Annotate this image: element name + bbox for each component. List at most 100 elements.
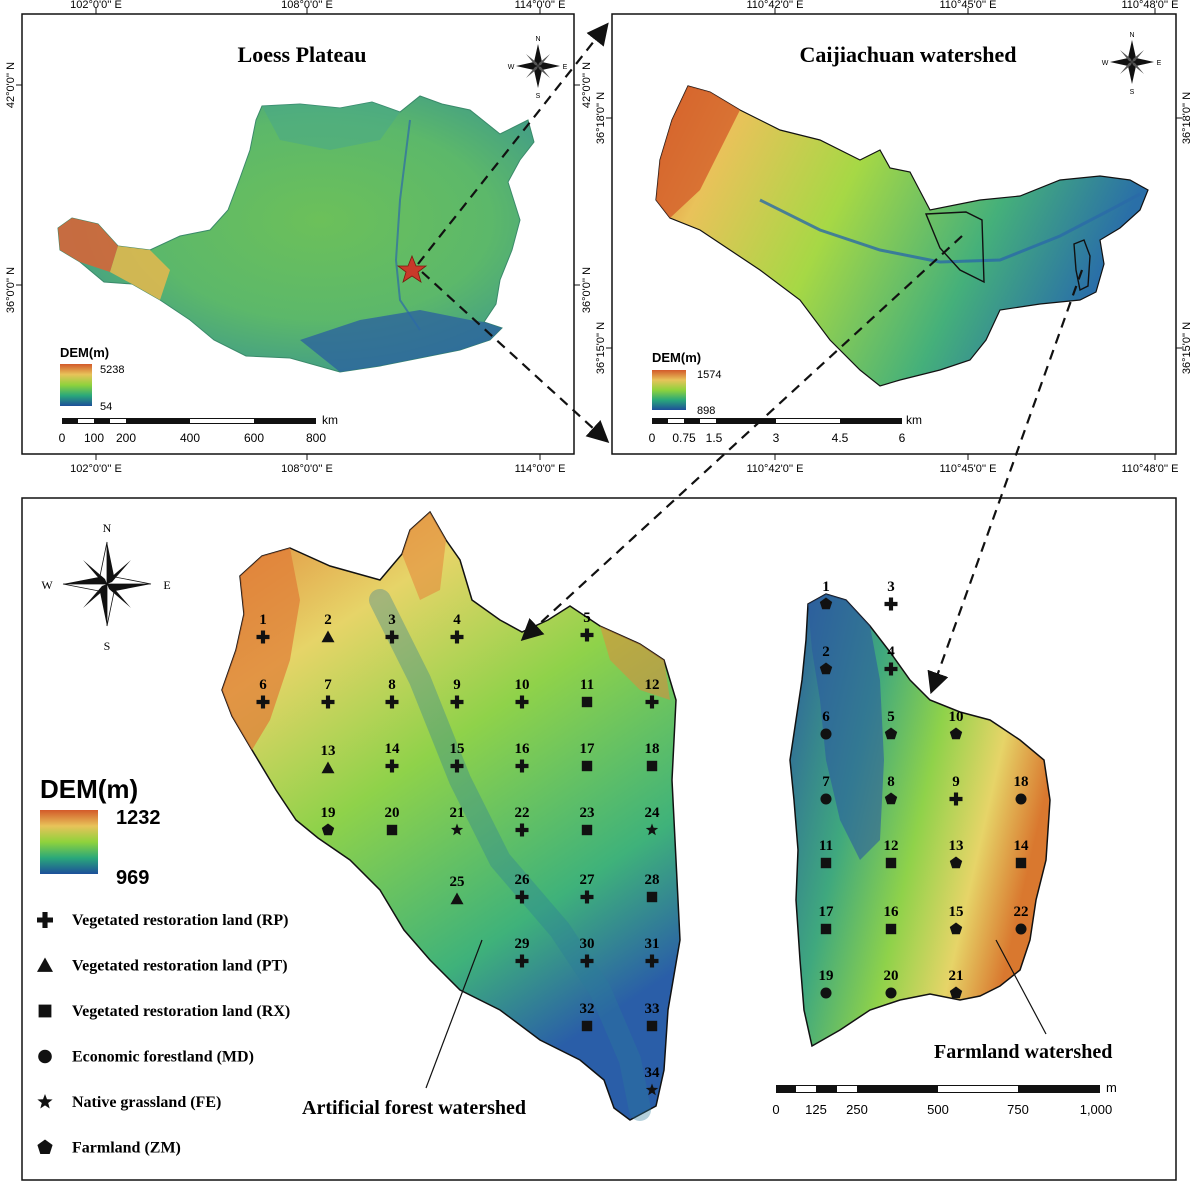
- detail-scale-1000: 1,000: [1080, 1102, 1113, 1117]
- artificial-site-label: 25: [450, 874, 465, 890]
- artificial-highland-east: [600, 626, 670, 700]
- cai-dem-title: DEM(m): [652, 350, 701, 365]
- detail-scale-250: 250: [846, 1102, 868, 1117]
- artificial-highland-north: [402, 512, 446, 600]
- artificial-site-label: 15: [450, 741, 465, 757]
- farmland-watershed-label: Farmland watershed: [934, 1041, 1112, 1063]
- cai-compass-n: N: [1129, 32, 1134, 39]
- farmland-site-11: 11: [819, 838, 833, 869]
- loess-bottom-tick-2: 108°0'0'' E: [281, 463, 333, 475]
- farmland-site-label: 12: [884, 838, 899, 854]
- study-area-star-icon: [396, 254, 428, 283]
- artificial-site-25: 25: [450, 874, 465, 905]
- plus-icon: [515, 954, 529, 968]
- farmland-site-label: 6: [822, 709, 830, 725]
- cai-compass-s: S: [1130, 89, 1135, 96]
- farmland-site-label: 17: [819, 904, 835, 920]
- detail-compass-icon: N S E W: [41, 521, 170, 653]
- farmland-site-19: 19: [819, 968, 834, 999]
- artificial-site-label: 34: [645, 1065, 661, 1081]
- square-icon: [581, 696, 593, 708]
- plus-icon: [515, 890, 529, 904]
- farmland-site-label: 5: [887, 709, 895, 725]
- loess-bottom-tick-3: 114°0'0'' E: [515, 463, 566, 475]
- plus-icon: [949, 792, 963, 806]
- farmland-site-label: 10: [949, 709, 964, 725]
- square-icon: [581, 760, 593, 772]
- farmland-site-label: 20: [884, 968, 899, 984]
- cai-bottom-tick-2: 110°45'0'' E: [940, 463, 997, 475]
- farmland-site-label: 21: [949, 968, 964, 984]
- detail-dem-title: DEM(m): [40, 774, 138, 804]
- cai-top-tick-3: 110°48'0'' E: [1122, 0, 1179, 11]
- cai-bottom-tick-3: 110°48'0'' E: [1122, 463, 1179, 475]
- artificial-site-2: 2: [321, 612, 335, 643]
- artificial-site-label: 28: [645, 872, 660, 888]
- loess-bottom-tick-1: 102°0'0'' E: [70, 463, 122, 475]
- artificial-site-label: 10: [515, 677, 530, 693]
- farmland-site-8: 8: [884, 774, 898, 805]
- artificial-site-label: 24: [645, 805, 661, 821]
- artificial-site-label: 1: [259, 612, 267, 628]
- farmland-site-label: 13: [949, 838, 964, 854]
- cai-highland-west: [656, 86, 740, 218]
- panel-detail: N S E W DEM(m) 1232 969 Vegetated restor…: [21, 497, 1177, 1181]
- artificial-site-26: 26: [515, 872, 530, 904]
- cai-left-tick-1: 36°18'0'' N: [595, 92, 607, 144]
- detail-scale-125: 125: [805, 1102, 827, 1117]
- artificial-site-4: 4: [450, 612, 464, 644]
- star-icon: [645, 1083, 659, 1096]
- caijiachuan-title: Caijiachuan watershed: [800, 42, 1017, 67]
- circle-icon: [820, 793, 832, 805]
- legend-label-star: Native grassland (FE): [72, 1094, 221, 1111]
- site-type-legend: Vegetated restoration land (RP) Vegetated…: [37, 912, 290, 1157]
- pentagon-icon: [949, 727, 963, 740]
- farmland-site-label: 3: [887, 579, 895, 595]
- detail-scale-500: 500: [927, 1102, 949, 1117]
- artificial-site-32: 32: [580, 1001, 595, 1032]
- legend-label-circle: Economic forestland (MD): [72, 1049, 254, 1066]
- farmland-site-label: 19: [819, 968, 834, 984]
- triangle-icon: [37, 957, 53, 972]
- loess-highland-west: [58, 218, 118, 272]
- plus-icon: [256, 695, 270, 709]
- artificial-site-11: 11: [580, 677, 594, 708]
- farmland-site-1: 1: [819, 579, 833, 610]
- artificial-site-label: 20: [385, 805, 400, 821]
- farmland-site-14: 14: [1014, 838, 1030, 869]
- farmland-site-20: 20: [884, 968, 899, 999]
- loess-scale-200: 200: [116, 431, 136, 445]
- detail-dem-min: 969: [116, 867, 149, 889]
- triangle-icon: [321, 761, 335, 774]
- cai-top-tick-1: 110°42'0'' E: [747, 0, 804, 11]
- artificial-site-label: 29: [515, 936, 530, 952]
- artificial-site-label: 11: [580, 677, 594, 693]
- artificial-site-label: 12: [645, 677, 660, 693]
- artificial-site-34: 34: [645, 1065, 661, 1096]
- plus-icon: [321, 695, 335, 709]
- farmland-site-label: 14: [1014, 838, 1030, 854]
- artificial-site-29: 29: [515, 936, 530, 968]
- triangle-icon: [321, 630, 335, 643]
- circle-icon: [38, 1049, 52, 1064]
- artificial-site-17: 17: [580, 741, 595, 772]
- artificial-site-1: 1: [256, 612, 270, 644]
- artificial-site-label: 5: [583, 610, 591, 626]
- loess-river: [394, 119, 421, 331]
- loess-scale-0: 0: [59, 431, 66, 445]
- farmland-site-12: 12: [884, 838, 899, 869]
- plus-icon: [515, 759, 529, 773]
- artificial-site-label: 19: [321, 805, 336, 821]
- artificial-site-label: 7: [324, 677, 332, 693]
- square-icon: [885, 923, 897, 935]
- plus-icon: [515, 823, 529, 837]
- detail-compass-n: N: [103, 521, 112, 535]
- loess-top-tick-2: 108°0'0'' E: [281, 0, 333, 11]
- farmland-site-7: 7: [820, 774, 832, 805]
- plus-icon: [580, 890, 594, 904]
- loess-top-tick-3: 114°0'0'' E: [515, 0, 566, 11]
- cai-scale-6: 6: [899, 431, 906, 445]
- farmland-site-label: 16: [884, 904, 900, 920]
